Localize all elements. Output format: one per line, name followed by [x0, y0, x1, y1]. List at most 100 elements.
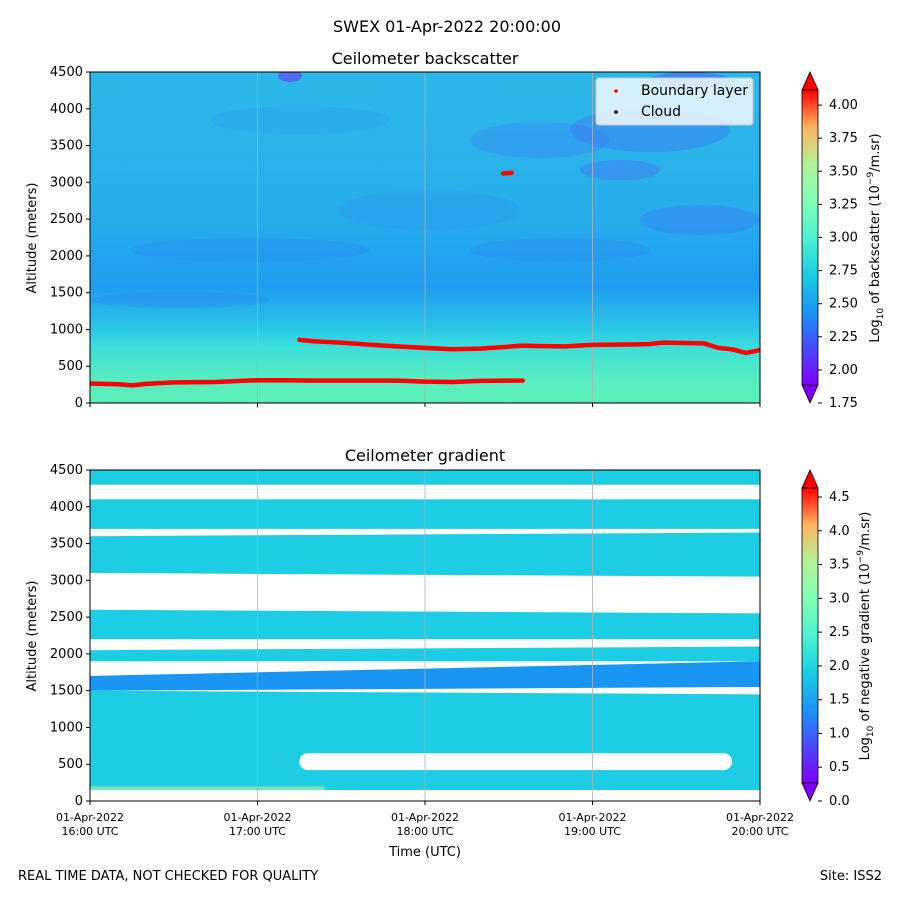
boundary-layer-point [702, 341, 707, 346]
colorbar-tick-label: 2.00 [829, 363, 858, 378]
boundary-layer-point [450, 347, 455, 352]
legend-cloud-marker [614, 110, 618, 114]
top-colorbar-max-extend [801, 71, 819, 91]
boundary-layer-point [143, 381, 148, 386]
boundary-layer-point [255, 378, 260, 383]
y-tick-label: 4000 [50, 500, 83, 515]
colorbar-tick-label: 4.0 [829, 524, 850, 539]
boundary-layer-point [730, 347, 735, 352]
boundary-layer-point [478, 378, 483, 383]
y-tick-label: 4500 [50, 65, 83, 80]
top-colorbar: 1.75 2.00 2.25 2.50 2.75 3.00 3.25 3.50 3.75 4.00… [801, 71, 886, 411]
y-tick-label: 3000 [50, 573, 83, 588]
bottom-gridlines [257, 470, 593, 801]
x-tick-label-time: 20:00 UTC [731, 825, 788, 838]
boundary-layer-line [297, 337, 760, 356]
top-colorbar-min-extend [801, 384, 819, 404]
backscatter-patch [340, 190, 520, 230]
bottom-colorbar-min-extend [801, 782, 819, 802]
colorbar-tick-label: 3.25 [829, 197, 858, 212]
colorbar-tick-label: 3.50 [829, 164, 858, 179]
y-tick-label: 2500 [50, 610, 83, 625]
boundary-layer-point [478, 346, 483, 351]
colorbar-tick-label: 1.75 [829, 396, 858, 411]
backscatter-patch [470, 238, 650, 262]
x-tick-label-date: 01-Apr-2022 [726, 811, 794, 824]
bottom-colorbar-bar [801, 487, 819, 784]
bottom-panel-plot [90, 470, 760, 801]
y-tick-label: 500 [58, 359, 83, 374]
boundary-layer-point [311, 378, 316, 383]
colorbar-tick-label: 3.75 [829, 131, 858, 146]
top-colorbar-ticks: 1.75 2.00 2.25 2.50 2.75 3.00 3.25 3.50 3.75 4.00 [818, 98, 858, 411]
colorbar-tick-label: 0.5 [829, 760, 850, 775]
backscatter-patch [470, 122, 610, 158]
boundary-layer-point [283, 378, 288, 383]
boundary-layer-point [339, 340, 344, 345]
backscatter-patch [90, 292, 270, 308]
boundary-layer-point [509, 170, 514, 175]
boundary-layer-point [115, 382, 120, 387]
boundary-layer-point [646, 342, 651, 347]
y-tick-label: 1000 [50, 322, 83, 337]
y-tick-label: 500 [58, 757, 83, 772]
colorbar-tick-label: 2.75 [829, 264, 858, 279]
colorbar-tick-label: 4.00 [829, 98, 858, 113]
gradient-gap [299, 753, 733, 771]
figure-title: SWEX 01-Apr-2022 20:00:00 [333, 17, 561, 36]
legend-boundary-layer-label: Boundary layer [641, 83, 748, 99]
colorbar-tick-label: 1.5 [829, 693, 850, 708]
bottom-colorbar-label: Log10 of negative gradient (10−9/m.sr) [856, 512, 876, 761]
boundary-layer-point [395, 378, 400, 383]
backscatter-patch [130, 238, 370, 262]
boundary-layer-point [423, 345, 427, 350]
boundary-layer-point [297, 337, 302, 342]
boundary-layer-point [534, 343, 539, 348]
boundary-layer-point [506, 378, 511, 383]
y-tick-label: 4000 [50, 102, 83, 117]
y-tick-label: 0 [75, 794, 83, 809]
boundary-layer-point [716, 345, 721, 350]
bottom-colorbar: 0.0 0.5 1.0 1.5 2.0 2.5 3.0 3.5 4.0 4.5 Log10 of … [801, 469, 876, 809]
top-y-axis: 0 500 1000 1500 2000 2500 3000 3500 4000 4500 [50, 65, 90, 411]
boundary-layer-line [90, 377, 525, 388]
legend-cloud-label: Cloud [641, 104, 681, 120]
y-tick-label: 3000 [50, 175, 83, 190]
boundary-layer-series [90, 170, 760, 388]
colorbar-tick-label: 3.00 [829, 231, 858, 246]
y-tick-label: 2000 [50, 647, 83, 662]
colorbar-tick-label: 2.50 [829, 297, 858, 312]
boundary-layer-point [381, 343, 386, 348]
colorbar-tick-label: 1.0 [829, 726, 850, 741]
boundary-layer-point [590, 342, 595, 347]
boundary-layer-point [423, 379, 427, 384]
quality-disclaimer: REAL TIME DATA, NOT CHECKED FOR QUALITY [18, 869, 319, 884]
backscatter-patch [278, 72, 302, 82]
boundary-layer-point [171, 380, 176, 385]
boundary-layer-point [367, 378, 372, 383]
colorbar-tick-label: 3.0 [829, 591, 850, 606]
y-tick-label: 2500 [50, 212, 83, 227]
boundary-layer-point [520, 378, 525, 383]
legend: Boundary layer Cloud [595, 77, 754, 126]
top-y-axis-label: Altitude (meters) [25, 183, 40, 294]
bottom-y-axis: 0 500 1000 1500 2000 2500 3000 3500 4000 4500 [50, 463, 90, 809]
x-tick-label-time: 17:00 UTC [229, 825, 286, 838]
y-tick-label: 3500 [50, 139, 83, 154]
colorbar-tick-label: 4.5 [829, 490, 850, 505]
y-tick-label: 4500 [50, 463, 83, 478]
site-label: Site: ISS2 [819, 869, 882, 884]
x-tick-label-time: 16:00 UTC [61, 825, 118, 838]
x-tick-label-date: 01-Apr-2022 [223, 811, 291, 824]
y-tick-label: 1500 [50, 286, 83, 301]
boundary-layer-point [213, 380, 218, 385]
boundary-layer-point [660, 340, 665, 345]
x-tick-label-time: 19:00 UTC [564, 825, 621, 838]
top-colorbar-bar [801, 89, 819, 386]
boundary-layer-point [311, 339, 316, 344]
legend-box [595, 77, 754, 126]
x-tick-label-date: 01-Apr-2022 [391, 811, 459, 824]
legend-boundary-layer-marker [614, 89, 618, 93]
